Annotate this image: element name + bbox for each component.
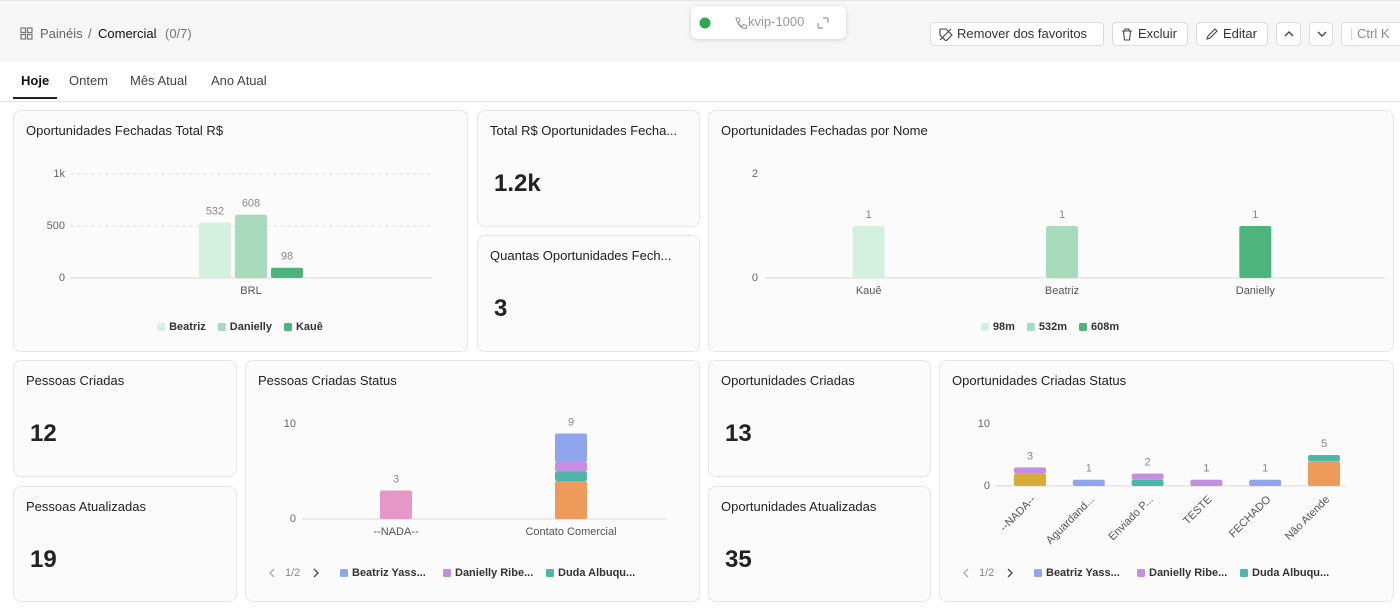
- tab[interactable]: Ano Atual: [211, 73, 267, 88]
- card-title: Oportunidades Criadas Status: [952, 373, 1127, 388]
- kpi-card: Total R$ Oportunidades Fecha... 1.2k: [477, 110, 700, 227]
- chart-card: Pessoas Criadas Status: [245, 360, 700, 602]
- edit-button[interactable]: Editar: [1196, 22, 1268, 46]
- kpi-value: 13: [725, 420, 752, 447]
- button-label: Excluir: [1138, 26, 1178, 41]
- chart-card: Oportunidades Fechadas Total R$: [13, 110, 468, 352]
- unfavorite-button[interactable]: Remover dos favoritos: [930, 22, 1104, 46]
- chevron-down: [1317, 31, 1327, 37]
- button-label: Remover dos favoritos: [957, 26, 1088, 41]
- card-title: Oportunidades Criadas: [721, 373, 855, 388]
- dashboard-icon: [20, 27, 33, 40]
- card-title: Total R$ Oportunidades Fecha...: [490, 123, 678, 138]
- tab[interactable]: Hoje: [21, 73, 50, 88]
- card-title: Pessoas Criadas Status: [258, 373, 397, 388]
- breadcrumb-link[interactable]: Painéis: [40, 26, 83, 41]
- pill-icons: [699, 17, 829, 30]
- tab-indicator: [13, 97, 57, 99]
- tab-bar: Hoje Ontem Mês Atual Ano Atual: [0, 62, 1400, 102]
- kpi-card: Pessoas Atualizadas 19: [13, 486, 237, 602]
- breadcrumb-count: (0/7): [165, 26, 192, 41]
- kpi-value: 3: [494, 295, 508, 322]
- tab[interactable]: Mês Atual: [130, 73, 188, 88]
- search-shortcut: Ctrl K: [1357, 26, 1390, 41]
- breadcrumb-current: Comercial: [98, 26, 157, 41]
- extension-pill[interactable]: kvip-1000: [691, 6, 846, 39]
- breadcrumb-separator: /: [88, 26, 92, 41]
- kpi-card: Oportunidades Atualizadas 35: [708, 486, 931, 602]
- tab[interactable]: Ontem: [69, 73, 109, 88]
- card-title: Pessoas Criadas: [26, 373, 125, 388]
- tag-icon: [939, 28, 953, 41]
- card-title: Pessoas Atualizadas: [26, 499, 146, 514]
- extension-label: kvip-1000: [748, 14, 805, 29]
- previous-button[interactable]: [1276, 22, 1301, 46]
- chart-card: Oportunidades Criadas Status: [939, 360, 1394, 602]
- chart-card: Oportunidades Fechadas por Nome: [708, 110, 1394, 352]
- card-title: Oportunidades Fechadas por Nome: [721, 123, 928, 138]
- kpi-card: Oportunidades Criadas 13: [708, 360, 931, 477]
- search-button[interactable]: | Ctrl K: [1341, 22, 1400, 46]
- kpi-value: 1.2k: [494, 170, 541, 197]
- pencil-icon: [1206, 28, 1218, 40]
- button-label: Editar: [1223, 26, 1257, 41]
- kpi-card: Pessoas Criadas 12: [13, 360, 237, 477]
- kpi-card: Quantas Oportunidades Fech... 3: [477, 235, 700, 352]
- kpi-value: 19: [30, 546, 57, 573]
- chevron-up: [1284, 31, 1294, 37]
- trash-icon: [1122, 28, 1132, 41]
- card-title: Quantas Oportunidades Fech...: [490, 248, 672, 263]
- next-button[interactable]: [1309, 22, 1333, 46]
- card-title: Oportunidades Fechadas Total R$: [26, 123, 224, 138]
- card-title: Oportunidades Atualizadas: [721, 499, 877, 514]
- delete-button[interactable]: Excluir: [1112, 22, 1188, 46]
- top-bar: Painéis / Comercial (0/7) kvip-1000 Remo…: [0, 0, 1400, 62]
- kpi-value: 35: [725, 546, 752, 573]
- kpi-value: 12: [30, 420, 57, 447]
- search-separator: |: [1350, 26, 1354, 41]
